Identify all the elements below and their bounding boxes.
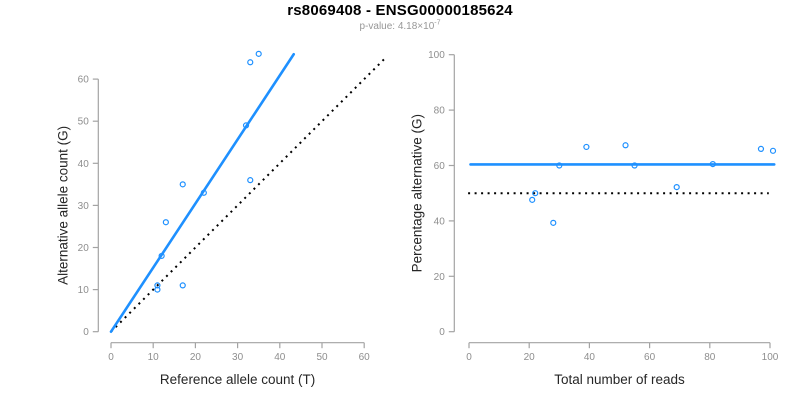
y-axis-title: Alternative allele count (G) (56, 126, 71, 285)
data-point (769, 147, 777, 154)
data-point (529, 196, 536, 203)
x-tick-label: 30 (232, 352, 244, 363)
y-tick-label: 10 (78, 285, 90, 296)
y-tick-label: 60 (434, 161, 446, 172)
x-tick-label: 100 (762, 352, 779, 363)
data-point (757, 145, 765, 152)
data-point (179, 181, 186, 188)
data-point (583, 143, 590, 151)
x-axis-title: Total number of reads (554, 372, 685, 387)
data-point (673, 184, 680, 191)
y-tick-label: 60 (78, 75, 90, 86)
x-tick-label: 20 (190, 352, 202, 363)
data-point (242, 122, 250, 129)
y-tick-label: 40 (434, 216, 446, 227)
x-tick-label: 10 (148, 352, 160, 363)
x-tick-label: 50 (316, 352, 328, 363)
data-point (162, 219, 169, 226)
y-tick-label: 100 (428, 50, 445, 61)
y-axis-title: Percentage alternative (G) (410, 114, 425, 272)
data-point (709, 161, 716, 168)
data-point (158, 252, 165, 260)
y-tick-label: 80 (434, 106, 446, 117)
figure-subtitle: p-value: 4.18×10-7 (0, 19, 800, 32)
y-tick-label: 0 (83, 327, 89, 338)
data-point (631, 162, 638, 169)
x-tick-label: 40 (584, 352, 596, 363)
left-scatter-plot: 0 10 20 30 40 50 60 0 10 20 30 40 50 60 Reference alle… (56, 50, 387, 387)
x-tick-label: 60 (644, 352, 656, 363)
identity-line (110, 56, 387, 333)
figure-title: rs8069408 - ENSG00000185624 (287, 2, 513, 19)
y-tick-label: 0 (439, 327, 445, 338)
x-tick-label: 60 (359, 352, 371, 363)
fit-line (109, 52, 296, 334)
data-point (556, 162, 563, 169)
data-point (247, 59, 254, 66)
data-point (255, 50, 262, 57)
data-point (200, 189, 207, 196)
x-tick-label: 40 (274, 352, 286, 363)
data-point (154, 286, 161, 293)
right-scatter-plot: 0 20 40 60 80 100 0 20 40 60 80 100 Total number of … (410, 50, 779, 387)
x-tick-label: 0 (108, 352, 114, 363)
x-tick-label: 20 (524, 352, 536, 363)
data-point (622, 142, 629, 149)
data-point (550, 219, 557, 226)
data-point (179, 282, 186, 289)
x-axis-title: Reference allele count (T) (160, 372, 315, 387)
data-point (247, 177, 254, 184)
y-tick-label: 50 (78, 117, 90, 128)
x-tick-label: 80 (704, 352, 716, 363)
data-point (532, 190, 539, 197)
y-tick-label: 20 (434, 272, 446, 283)
pvalue-text: p-value: 4.18×10 (359, 21, 435, 32)
y-tick-label: 40 (78, 159, 90, 170)
data-point (154, 282, 161, 289)
y-tick-label: 30 (78, 201, 90, 212)
y-tick-label: 20 (78, 243, 90, 254)
pvalue-exponent: -7 (434, 19, 441, 27)
x-tick-label: 0 (466, 352, 472, 363)
